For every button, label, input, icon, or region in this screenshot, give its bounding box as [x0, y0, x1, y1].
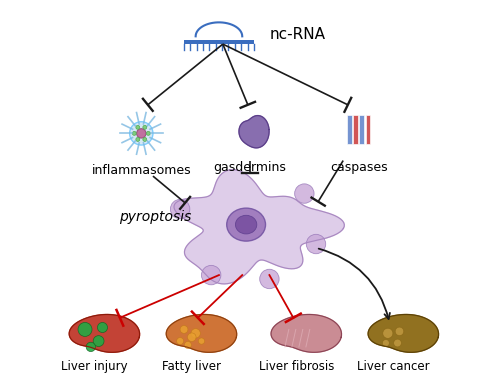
Circle shape	[260, 269, 279, 289]
Circle shape	[98, 323, 108, 332]
Circle shape	[198, 338, 204, 344]
Circle shape	[294, 184, 314, 203]
Circle shape	[383, 328, 393, 338]
Bar	[184, 40, 254, 44]
Circle shape	[146, 131, 150, 135]
Circle shape	[143, 126, 146, 129]
Circle shape	[184, 341, 192, 348]
Circle shape	[394, 339, 402, 347]
Text: Liver injury: Liver injury	[62, 361, 128, 373]
Circle shape	[136, 126, 140, 129]
Text: nc-RNA: nc-RNA	[270, 27, 326, 42]
Circle shape	[202, 265, 221, 285]
Circle shape	[170, 199, 190, 219]
Circle shape	[382, 339, 390, 346]
Bar	[366, 115, 370, 144]
Circle shape	[132, 131, 136, 135]
Polygon shape	[166, 314, 236, 352]
Circle shape	[191, 329, 200, 338]
Circle shape	[78, 323, 92, 336]
Circle shape	[86, 342, 96, 352]
Circle shape	[306, 234, 326, 254]
Polygon shape	[271, 314, 342, 352]
Circle shape	[395, 327, 404, 335]
Polygon shape	[239, 116, 269, 148]
Polygon shape	[368, 314, 438, 352]
Circle shape	[136, 138, 140, 142]
Text: pyroptosis: pyroptosis	[120, 210, 192, 224]
Circle shape	[136, 129, 146, 138]
Bar	[360, 115, 364, 144]
Circle shape	[93, 335, 104, 346]
Text: Liver cancer: Liver cancer	[358, 361, 430, 373]
Text: inflammasomes: inflammasomes	[92, 165, 191, 178]
Polygon shape	[69, 314, 140, 352]
Circle shape	[130, 122, 153, 145]
Ellipse shape	[226, 208, 266, 241]
Ellipse shape	[236, 215, 257, 234]
Polygon shape	[174, 170, 344, 284]
Text: Liver fibrosis: Liver fibrosis	[259, 361, 334, 373]
Bar	[354, 115, 358, 144]
Text: caspases: caspases	[330, 161, 388, 174]
Bar	[347, 115, 352, 144]
Circle shape	[180, 326, 188, 333]
Circle shape	[176, 337, 184, 344]
Text: Fatty liver: Fatty liver	[162, 361, 222, 373]
Circle shape	[188, 333, 196, 341]
Circle shape	[143, 138, 146, 142]
Text: gasdermins: gasdermins	[214, 161, 286, 174]
